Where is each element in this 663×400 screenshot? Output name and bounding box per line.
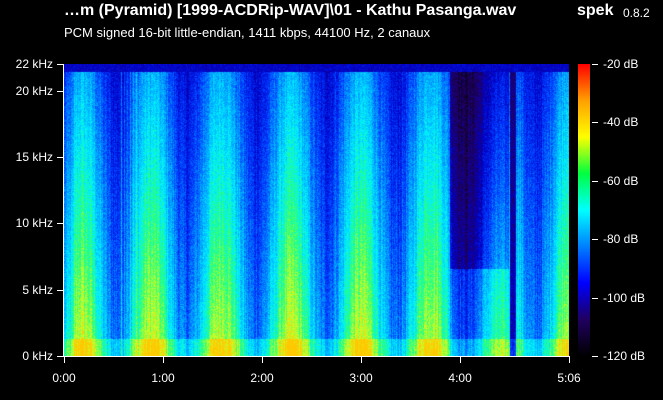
time-axis-line: [63, 356, 570, 357]
time-label: 0:00: [52, 371, 76, 385]
frequency-tick: [57, 223, 63, 224]
db-label: -80 dB: [603, 232, 639, 247]
db-tick: [592, 181, 598, 182]
time-label: 1:00: [151, 371, 175, 385]
db-tick: [592, 239, 598, 240]
frequency-tick: [57, 157, 63, 158]
db-tick: [592, 298, 598, 299]
time-tick: [163, 357, 164, 363]
db-tick: [592, 122, 598, 123]
frequency-tick: [57, 64, 63, 65]
db-tick: [592, 356, 598, 357]
time-label: 4:00: [448, 371, 472, 385]
db-label: -20 dB: [603, 57, 639, 71]
spectrogram: [64, 64, 569, 356]
db-label: -60 dB: [603, 173, 639, 188]
frequency-tick: [57, 356, 63, 357]
db-label: -100 dB: [603, 290, 646, 305]
time-tick: [460, 357, 461, 363]
app-version: 0.8.2: [623, 6, 650, 20]
frequency-tick: [57, 290, 63, 291]
db-label: -40 dB: [603, 115, 639, 130]
time-tick: [64, 357, 65, 363]
frequency-label: 0 kHz: [22, 349, 53, 363]
frequency-label: 10 kHz: [15, 216, 53, 231]
time-label: 2:00: [250, 371, 274, 385]
frequency-label: 22 kHz: [15, 57, 53, 71]
db-colorbar: [578, 64, 590, 356]
frequency-label: 5 kHz: [22, 282, 53, 297]
time-tick: [262, 357, 263, 363]
db-tick: [592, 64, 598, 65]
app-name: spek: [577, 2, 614, 19]
frequency-tick: [57, 91, 63, 92]
db-label: -120 dB: [603, 349, 646, 363]
time-tick: [361, 357, 362, 363]
time-tick: [569, 357, 570, 363]
frequency-label: 20 kHz: [15, 83, 53, 98]
audio-info: PCM signed 16-bit little-endian, 1411 kb…: [64, 25, 431, 40]
file-title: …m (Pyramid) [1999-ACDRip-WAV]\01 - Kath…: [64, 2, 517, 19]
time-label: 3:00: [349, 371, 373, 385]
time-label: 5:06: [557, 371, 581, 385]
frequency-label: 15 kHz: [15, 149, 53, 164]
frequency-axis-line: [63, 64, 64, 357]
